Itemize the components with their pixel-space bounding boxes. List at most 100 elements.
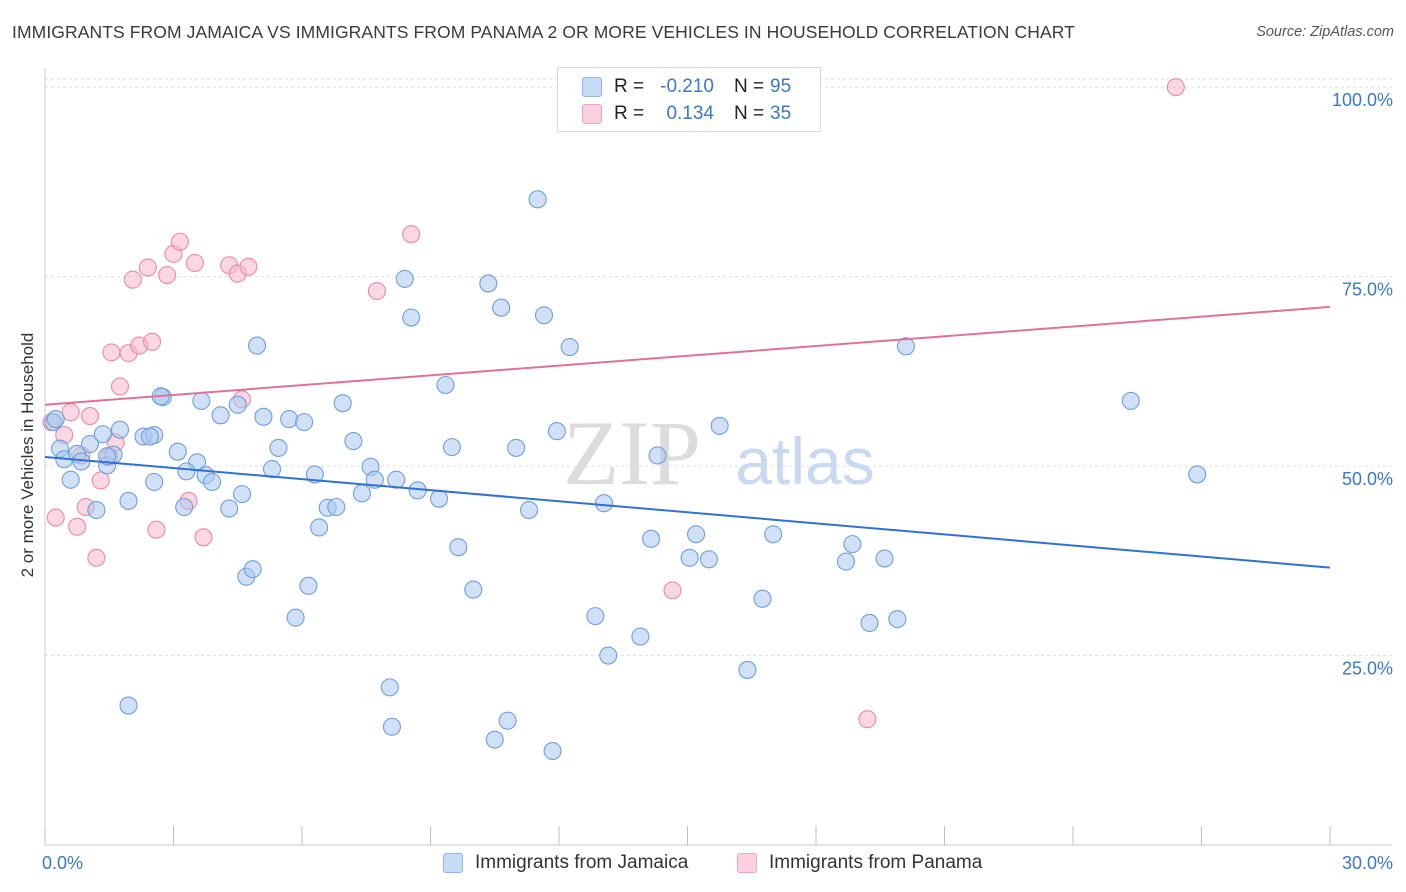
jamaica-point — [177, 462, 196, 481]
panama-point — [170, 232, 189, 251]
jamaica-point — [1188, 465, 1207, 484]
jamaica-point — [648, 446, 667, 465]
jamaica-point — [333, 394, 352, 413]
x-tick-label: 0.0% — [42, 853, 83, 873]
jamaica-point — [888, 610, 907, 629]
jamaica-point — [220, 499, 239, 518]
legend-n-label: N = — [734, 103, 765, 124]
panama-point — [185, 253, 204, 273]
panama-point — [102, 343, 121, 362]
panama-point — [158, 266, 177, 285]
jamaica-point — [498, 711, 517, 730]
panama-point — [402, 225, 421, 244]
jamaica-point — [860, 613, 879, 633]
jamaica-point — [352, 484, 372, 503]
jamaica-point — [145, 472, 164, 492]
jamaica-point — [528, 190, 547, 209]
jamaica-point — [534, 306, 554, 325]
jamaica-point — [61, 470, 80, 489]
jamaica-point — [436, 375, 455, 395]
panama-point — [194, 528, 213, 547]
jamaica-point — [119, 696, 138, 715]
jamaica-point — [98, 447, 117, 466]
legend-row-jamaica: R = -0.210 N = 95 — [582, 74, 791, 100]
jamaica-point — [836, 552, 856, 571]
jamaica-point — [254, 407, 273, 426]
panama-point — [61, 403, 80, 422]
jamaica-point — [395, 269, 414, 288]
jamaica-point — [365, 470, 384, 489]
panama-point — [87, 548, 106, 567]
correlation-legend: R = -0.210 N = 95 R = 0.134 N = 35 — [557, 67, 821, 132]
bottom-legend-swatch-panama — [737, 853, 757, 873]
jamaica-point — [380, 678, 399, 697]
jamaica-point — [232, 485, 252, 504]
jamaica-point — [449, 538, 468, 557]
jamaica-point — [507, 438, 526, 457]
tick-labels: 25.0% 50.0% 75.0% 100.0% 0.0% 30.0% — [42, 90, 1393, 873]
jamaica-point — [764, 525, 783, 544]
jamaica-point — [295, 413, 314, 432]
jamaica-point — [1121, 391, 1140, 410]
legend-swatch-panama — [582, 104, 602, 124]
chart-title: IMMIGRANTS FROM JAMAICA VS IMMIGRANTS FR… — [12, 22, 1075, 42]
panama-point — [367, 281, 387, 301]
jamaica-point — [175, 497, 194, 517]
bottom-legend-panama: Immigrants from Panama — [737, 852, 982, 874]
jamaica-point — [442, 438, 461, 457]
panama-trend-line — [44, 305, 1331, 406]
panama-point — [80, 407, 100, 426]
panama-point — [138, 258, 157, 277]
jamaica-point — [203, 472, 222, 492]
data-points — [42, 78, 1207, 761]
watermark-zip: ZIP — [563, 402, 701, 504]
source-credit: Source: ZipAtlas.com — [1256, 24, 1394, 40]
jamaica-point — [46, 410, 65, 429]
jamaica-point — [269, 438, 288, 457]
jamaica-point — [519, 500, 539, 520]
jamaica-point — [211, 406, 230, 425]
jamaica-point — [699, 550, 718, 569]
jamaica-point — [753, 589, 772, 608]
jamaica-point — [586, 607, 605, 626]
jamaica-point — [387, 470, 406, 489]
panama-point — [123, 270, 142, 289]
panama-point — [68, 517, 87, 536]
jamaica-point — [599, 646, 618, 665]
panama-point — [858, 710, 877, 729]
jamaica-point — [93, 425, 112, 444]
panama-point — [239, 257, 258, 276]
legend-n-value: 95 — [770, 76, 792, 97]
jamaica-point — [631, 627, 650, 646]
panama-point — [147, 520, 166, 539]
jamaica-point — [738, 660, 757, 679]
jamaica-point — [479, 274, 498, 293]
jamaica-point — [168, 442, 187, 461]
bottom-legend-label-jamaica: Immigrants from Jamaica — [475, 852, 689, 873]
jamaica-point — [642, 529, 661, 548]
jamaica-point — [687, 525, 706, 544]
legend-r-value: -0.210 — [660, 76, 714, 97]
jamaica-point — [710, 416, 729, 435]
jamaica-trend-line — [44, 455, 1331, 569]
jamaica-point — [875, 549, 894, 568]
jamaica-point — [492, 298, 511, 317]
jamaica-point — [80, 435, 100, 454]
jamaica-point — [680, 548, 699, 567]
jamaica-point — [896, 337, 916, 356]
jamaica-point — [110, 420, 130, 439]
jamaica-point — [192, 391, 211, 410]
watermark-atlas: atlas — [735, 424, 874, 498]
jamaica-point — [327, 497, 346, 517]
jamaica-point — [485, 730, 504, 749]
jamaica-point — [262, 460, 282, 479]
y-tick-label: 100.0% — [1332, 90, 1393, 110]
jamaica-point — [280, 410, 299, 429]
panama-point — [46, 508, 65, 527]
jamaica-point — [843, 535, 862, 554]
jamaica-point — [228, 395, 247, 414]
panama-point — [110, 377, 130, 396]
y-tick-label: 75.0% — [1342, 280, 1393, 300]
y-tick-label: 25.0% — [1342, 659, 1393, 679]
panama-point — [91, 471, 110, 490]
